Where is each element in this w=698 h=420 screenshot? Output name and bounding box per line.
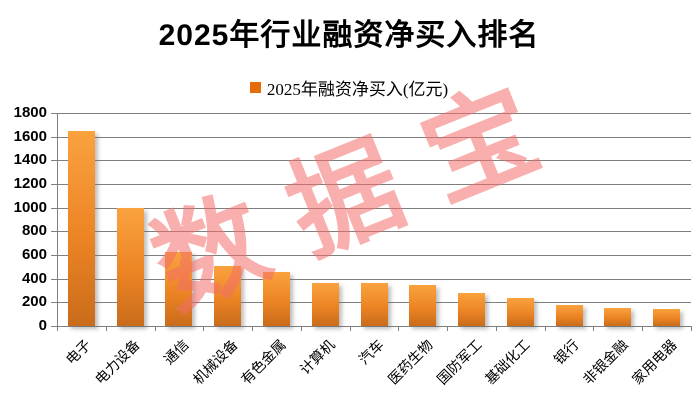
bar-基础化工: [506, 297, 534, 326]
chart-title: 2025年行业融资净买入排名: [158, 19, 540, 52]
y-tick-label: 1200: [13, 175, 47, 192]
gridline: [57, 255, 691, 256]
y-tick-label: 600: [21, 246, 47, 263]
y-axis-tick: [51, 184, 57, 185]
x-axis-tick: [300, 326, 302, 331]
y-axis-line: [57, 113, 58, 326]
gridline: [57, 184, 691, 185]
gridline: [57, 231, 691, 233]
x-axis-tick: [544, 326, 546, 331]
bar-医药生物: [409, 284, 437, 326]
gridline: [57, 207, 691, 209]
x-axis-tick: [495, 326, 497, 331]
bar-银行: [555, 304, 583, 326]
bar-家用电器: [653, 309, 681, 326]
y-tick-label: 800: [21, 222, 47, 240]
bar-非银金融: [604, 308, 632, 326]
bar-电子: [67, 130, 95, 326]
plot-area: 数据宝 0 200 400 600 800 1000 1200 1400 1600 1800 电子电…: [14, 54, 692, 388]
bar-电力设备: [116, 207, 144, 326]
legend-label: 2025年融资净买入(亿元): [266, 80, 449, 99]
y-axis-tick: [51, 136, 57, 138]
bar-机械设备: [214, 265, 242, 326]
y-tick-label: 1600: [13, 127, 47, 145]
y-tick-label: 400: [21, 269, 47, 287]
x-axis-tick: [691, 326, 692, 331]
legend-swatch-icon: [249, 82, 261, 93]
y-axis-tick: [51, 278, 57, 280]
legend: 2025年融资净买入(亿元): [0, 75, 698, 100]
x-axis-tick: [105, 326, 107, 331]
x-axis-tick: [203, 326, 205, 331]
gridline: [57, 136, 691, 138]
bar-有色金属: [262, 272, 290, 326]
x-axis-tick: [349, 326, 351, 331]
y-axis-tick: [51, 231, 57, 233]
gridline: [57, 326, 691, 327]
x-axis-tick: [642, 326, 644, 331]
y-axis-tick: [51, 255, 57, 256]
x-axis-tick: [57, 326, 58, 331]
x-axis-tick: [447, 326, 449, 331]
y-axis-tick: [51, 113, 57, 114]
bar-国防军工: [458, 292, 486, 326]
y-tick-label: 1800: [13, 104, 47, 121]
bar-通信: [165, 252, 193, 326]
gridline: [57, 278, 691, 280]
y-tick-label: 0: [38, 317, 47, 334]
y-tick-label: 200: [21, 293, 47, 311]
gridline: [57, 113, 691, 114]
y-axis-tick: [51, 160, 57, 162]
y-axis-tick: [51, 207, 57, 209]
x-axis-tick: [154, 326, 156, 331]
y-tick-label: 1000: [13, 198, 47, 216]
y-tick-label: 1400: [13, 151, 47, 169]
gridline: [57, 160, 691, 162]
y-axis-tick: [51, 326, 57, 327]
x-axis-tick: [252, 326, 254, 331]
y-axis-tick: [51, 302, 57, 304]
bar-汽车: [360, 283, 388, 326]
bar-计算机: [311, 282, 339, 326]
x-axis-tick: [398, 326, 400, 331]
x-axis-tick: [593, 326, 595, 331]
